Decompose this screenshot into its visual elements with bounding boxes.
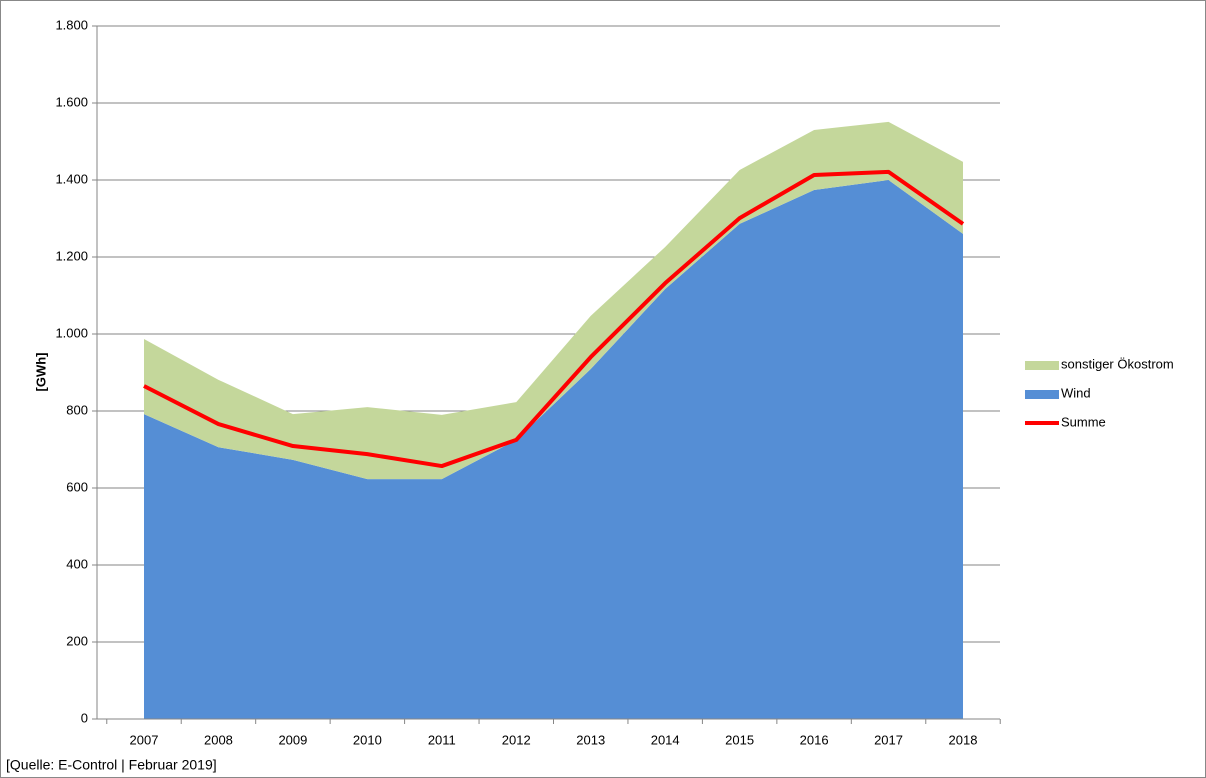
legend-label: sonstiger Ökostrom [1061,356,1174,371]
x-tick-label: 2016 [800,732,829,747]
legend-label: Wind [1061,385,1091,400]
y-tick-label: 1.400 [55,171,88,186]
x-tick-label: 2014 [651,732,680,747]
legend-swatch [1025,361,1059,370]
legend-swatch [1025,390,1059,399]
y-tick-label: 1.000 [55,325,88,340]
x-tick-label: 2011 [428,732,456,747]
source-note: [Quelle: E-Control | Februar 2019] [6,757,217,773]
x-tick-label: 2009 [278,732,307,747]
x-tick-label: 2018 [949,732,978,747]
x-tick-label: 2015 [725,732,754,747]
x-tick-label: 2017 [874,732,903,747]
y-tick-label: 1.200 [55,248,88,263]
y-tick-label: 600 [66,479,88,494]
x-tick-label: 2008 [204,732,233,747]
x-tick-label: 2010 [353,732,382,747]
y-tick-label: 0 [81,710,88,725]
y-tick-label: 200 [66,633,88,648]
y-tick-label: 400 [66,556,88,571]
area [144,121,963,480]
y-axis-label: [GWh] [33,353,48,392]
x-tick-label: 2007 [130,732,159,747]
x-tick-label: 2013 [576,732,605,747]
line [143,169,965,469]
x-tick-label: 2012 [502,732,531,747]
y-tick-label: 800 [66,402,88,417]
legend-label: Summe [1061,414,1106,429]
y-tick-label: 1.600 [55,94,88,109]
y-tick-label: 1.800 [55,17,88,32]
area [144,180,963,719]
